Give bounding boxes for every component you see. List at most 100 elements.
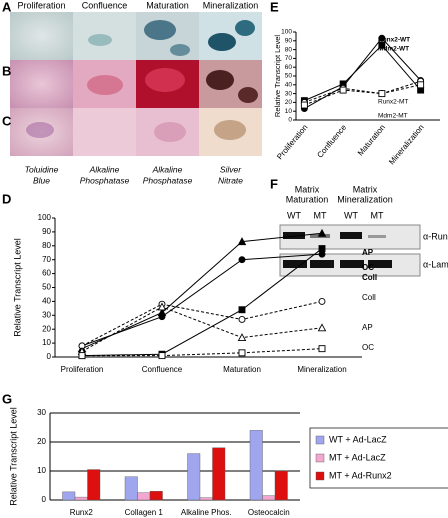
lane-label: WT [287,210,301,220]
marker [78,352,86,360]
marker [318,245,326,253]
marker [317,323,327,332]
marker [339,86,347,94]
bar [274,470,288,501]
y-tick-label: 80 [42,241,51,250]
series-line [81,300,323,347]
series-label: AP [362,323,373,332]
bar [87,469,101,501]
x-tick-label: Mineralization [297,365,346,374]
marker [238,306,246,314]
bar [74,496,88,501]
lane-label: MT [371,210,384,220]
x-tick-label: Osteocalcin [248,508,290,517]
marker [158,352,166,360]
x-tick-label: Runx2 [70,508,94,517]
marker [237,237,247,246]
y-tick-label: 20 [285,99,293,106]
y-tick-label: 50 [285,73,293,80]
y-tick-label: 40 [285,82,293,89]
antibody-label: α-Lamin-b [423,259,448,269]
panel-label: G [2,391,12,406]
y-axis-label: Relative Transcript Level [12,238,22,337]
stain-label: Phosphatase [143,175,193,185]
marker [378,90,386,98]
bar [187,453,201,501]
blot-group: Mineralization [337,194,393,204]
y-tick-label: 90 [285,38,293,45]
bar [62,491,76,501]
marker [318,297,326,305]
blot-group: Matrix [353,184,378,194]
x-tick-label: Proliferation [275,123,309,161]
image [10,60,73,108]
legend-box [309,427,448,489]
legend-swatch [315,471,325,481]
stain-label: Alkaline [152,164,183,174]
panel-label: E [270,0,279,14]
marker [317,228,327,237]
series-label: OC [362,343,374,352]
marker [157,302,167,311]
marker [237,333,247,341]
y-tick-label: 100 [281,29,292,36]
y-tick-label: 50 [42,283,51,292]
x-tick-label: Maturation [356,123,387,158]
lane-label: WT [344,210,358,220]
legend-swatch [315,435,325,445]
stain-label: Alkaline [89,164,120,174]
x-tick-label: Mineralization [387,123,426,167]
series-label: Coll [362,293,376,302]
legend-label: WT + Ad-LacZ [329,434,387,444]
x-tick-label: Proliferation [61,365,104,374]
series-line [82,348,323,357]
bar [249,430,263,501]
x-tick-label: Maturation [223,365,261,374]
image [10,12,73,60]
marker [158,313,166,321]
series-line [81,253,323,347]
column-label: Proliferation [17,0,65,10]
y-tick-label: 0 [42,495,47,504]
series-line [304,80,421,103]
legend-label: MT + Ad-Runx2 [329,470,392,480]
series-label: Coll [362,273,377,282]
antibody-label: α-Runx2 [423,231,448,241]
series-label: Mdm2-MT [378,113,408,120]
series-line [304,84,421,106]
y-tick-label: 90 [42,227,51,236]
stain-label: Blue [33,175,50,185]
y-tick-label: 100 [38,213,52,222]
marker [238,349,246,357]
western-blot [279,224,421,277]
blot-group: Maturation [286,194,329,204]
marker [300,101,308,109]
column-label: Maturation [146,0,189,10]
column-label: Mineralization [203,0,259,10]
x-tick-label: Confluence [315,122,348,159]
bar [124,476,138,501]
y-tick-label: 20 [42,324,51,333]
marker [238,316,246,323]
stain-label: Phosphatase [80,175,130,185]
y-tick-label: 10 [37,466,46,475]
marker [378,41,386,49]
series-line [81,306,323,352]
y-tick-label: 80 [285,46,293,53]
legend-label: MT + Ad-LacZ [329,452,386,462]
x-tick-label: Alkaline Phos. [181,508,232,517]
bar [137,492,151,501]
marker [318,250,326,258]
panel-label: B [2,63,11,78]
marker [417,81,425,89]
y-tick-label: 10 [42,338,51,347]
series-label: Runx2-WT [378,37,410,44]
series-line [81,232,323,350]
blot-group: Matrix [295,184,320,194]
stain-label: Toluidine [25,164,59,174]
series-line [304,44,422,102]
marker [238,256,246,264]
marker [318,345,326,353]
